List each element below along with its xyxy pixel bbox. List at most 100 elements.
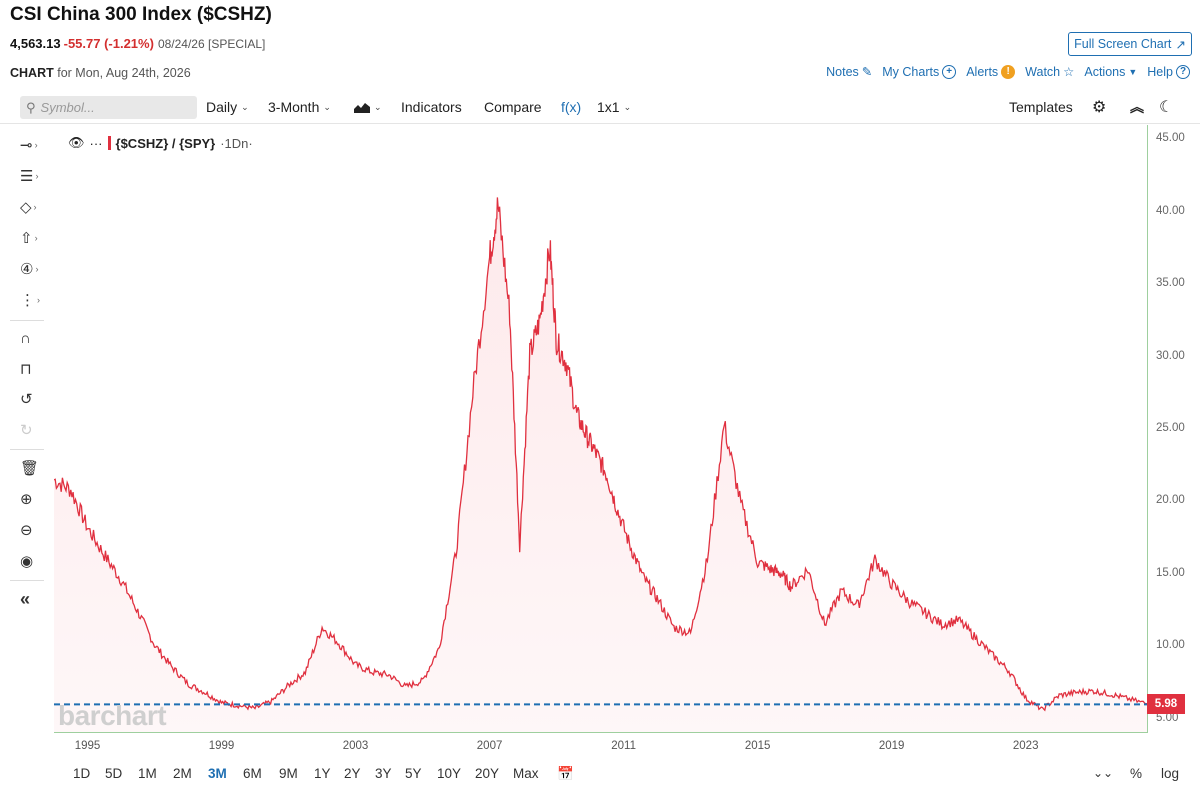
range-button-1d[interactable]: 1D xyxy=(73,766,91,781)
watch-link[interactable]: Watch ☆ xyxy=(1025,64,1074,80)
range-dropdown[interactable]: 3-Month ⌄ xyxy=(268,90,331,124)
x-tick-label: 2015 xyxy=(744,740,771,752)
help-label: Help xyxy=(1147,64,1173,79)
x-tick-label: 2007 xyxy=(476,740,503,752)
page-title: CSI China 300 Index ($CSHZ) xyxy=(10,4,272,25)
alert-icon: ! xyxy=(1001,64,1016,79)
area-chart-icon xyxy=(354,103,370,113)
series-line xyxy=(54,197,1147,712)
indicators-button[interactable]: Indicators xyxy=(401,90,462,124)
edit-icon: ✎ xyxy=(861,65,873,79)
eye-icon[interactable]: 👁 xyxy=(68,135,85,150)
layout-label: 1x1 xyxy=(597,99,620,115)
range-button-6m[interactable]: 6M xyxy=(243,766,262,781)
undo-icon[interactable]: ↺ xyxy=(20,391,33,408)
range-button-9m[interactable]: 9M xyxy=(279,766,298,781)
range-button-3y[interactable]: 3Y xyxy=(375,766,392,781)
measure-tool-icon[interactable]: ⋮ › xyxy=(20,292,40,309)
range-button-3m[interactable]: 3M xyxy=(208,766,227,781)
series-legend: 👁 ··· {$CSHZ} / {SPY} ·1Dn· xyxy=(68,135,253,151)
last-price: 4,563.13 xyxy=(10,36,61,51)
range-button-max[interactable]: Max xyxy=(513,766,539,781)
layout-dropdown[interactable]: 1x1 ⌄ xyxy=(597,90,631,124)
range-label: 3-Month xyxy=(268,99,320,115)
chart-for-text: for Mon, Aug 24th, 2026 xyxy=(57,66,191,80)
plus-icon: + xyxy=(942,64,957,79)
eye-icon[interactable]: ◉ xyxy=(20,553,34,570)
range-button-5d[interactable]: 5D xyxy=(105,766,123,781)
actions-label: Actions xyxy=(1084,64,1126,79)
scroll-down-chevrons-icon[interactable]: ⌄⌄ xyxy=(1093,766,1114,780)
price-chart xyxy=(54,197,1147,732)
y-tick-label: 25.00 xyxy=(1156,422,1185,434)
range-button-1m[interactable]: 1M xyxy=(138,766,157,781)
question-icon: ? xyxy=(1176,64,1190,79)
quote-summary: 4,563.13 -55.77 (-1.21%) 08/24/26 [SPECIAL… xyxy=(10,36,265,51)
alerts-link[interactable]: Alerts! xyxy=(966,64,1016,79)
range-selector-bar: 1D 5D 1M 2M 3M 6M 9M 1Y 2Y 3Y 5Y 10Y 20Y Max 📅 ⌄⌄ % l… xyxy=(0,760,1200,790)
chevron-down-icon: ⌄ xyxy=(623,101,632,112)
redo-icon[interactable]: ↻ xyxy=(20,422,33,439)
chart-toolbar: ⚲ Symbol... Daily ⌄ 3-Month ⌄ ⌄ Indicators… xyxy=(0,90,1200,124)
notes-link[interactable]: Notes ✎ xyxy=(826,64,873,80)
trash-icon[interactable]: 🗑 xyxy=(20,460,40,477)
x-tick-label: 2023 xyxy=(1012,740,1039,752)
watch-label: Watch xyxy=(1025,64,1061,79)
arrow-up-tool-icon[interactable]: ⇧ › xyxy=(20,230,38,247)
chevron-down-icon: ⌄ xyxy=(241,101,249,112)
line-tool-icon[interactable]: ⊸ › xyxy=(20,137,38,154)
chevron-down-icon: ⌄ xyxy=(323,101,331,112)
drawing-toolbar: ⊸ › ☰ › ◇ › ⇧ › ④ › ⋮ › ∩ ⊓ ↺ ↻ 🗑 ⊕ ⊖ ◉ « xyxy=(0,128,48,609)
symbol-placeholder: Symbol... xyxy=(40,100,95,115)
series-period: ·1Dn· xyxy=(220,135,253,151)
zoom-in-icon[interactable]: ⊕ xyxy=(20,491,33,508)
full-screen-chart-button[interactable]: Full Screen Chart ↗ xyxy=(1068,32,1192,56)
x-tick-label: 2003 xyxy=(342,740,369,752)
percent-toggle[interactable]: % xyxy=(1130,766,1143,781)
y-tick-label: 10.00 xyxy=(1156,639,1185,652)
collapse-left-icon[interactable]: « xyxy=(20,588,31,609)
barchart-logo: barchart xyxy=(58,700,167,731)
range-button-2y[interactable]: 2Y xyxy=(344,766,361,781)
settings-gear-icon[interactable]: ⚙ xyxy=(1092,99,1107,116)
range-button-10y[interactable]: 10Y xyxy=(437,766,462,781)
chart-plot-area[interactable] xyxy=(54,125,1148,733)
full-screen-label: Full Screen Chart xyxy=(1074,37,1172,51)
symbol-search-input[interactable]: ⚲ Symbol... xyxy=(20,96,197,119)
unlock-icon[interactable]: ⊓ xyxy=(20,361,32,378)
y-tick-label: 40.00 xyxy=(1156,204,1185,217)
log-toggle[interactable]: log xyxy=(1161,766,1180,781)
my-charts-link[interactable]: My Charts + xyxy=(882,64,957,79)
numbered-marker-icon[interactable]: ④ › xyxy=(20,261,39,278)
range-button-20y[interactable]: 20Y xyxy=(475,766,500,781)
zoom-out-icon[interactable]: ⊖ xyxy=(20,522,33,539)
x-tick-label: 2011 xyxy=(611,740,636,752)
range-button-5y[interactable]: 5Y xyxy=(405,766,422,781)
calendar-icon[interactable]: 📅 xyxy=(557,766,574,781)
range-button-1y[interactable]: 1Y xyxy=(314,766,331,781)
function-label: f(x) xyxy=(561,99,582,115)
y-tick-label: 45.00 xyxy=(1156,132,1185,145)
my-charts-label: My Charts xyxy=(882,64,940,79)
compare-button[interactable]: Compare xyxy=(484,90,542,124)
magnet-icon[interactable]: ∩ xyxy=(20,329,31,347)
fib-tool-icon[interactable]: ☰ › xyxy=(20,168,39,185)
x-tick-label: 2019 xyxy=(878,740,905,752)
last-value-badge: 5.98 xyxy=(1147,694,1185,715)
price-change: -55.77 (-1.21%) xyxy=(63,36,154,51)
shape-tool-icon[interactable]: ◇ › xyxy=(20,199,37,216)
series-color-swatch xyxy=(107,136,111,150)
series-name: {$CSHZ} / {SPY} xyxy=(115,135,216,151)
actions-menu[interactable]: Actions ▼ xyxy=(1084,65,1137,79)
compare-label: Compare xyxy=(484,99,542,115)
dark-mode-moon-icon[interactable]: ☾ xyxy=(1159,99,1174,116)
function-button[interactable]: f(x) xyxy=(561,90,581,124)
templates-button[interactable]: Templates xyxy=(1009,90,1073,124)
range-button-2m[interactable]: 2M xyxy=(173,766,192,781)
interval-dropdown[interactable]: Daily ⌄ xyxy=(206,90,249,124)
chart-type-dropdown[interactable]: ⌄ xyxy=(354,90,382,124)
more-options-icon[interactable]: ··· xyxy=(89,135,103,151)
alerts-label: Alerts xyxy=(966,64,999,79)
help-link[interactable]: Help? xyxy=(1147,64,1190,79)
collapse-chevrons-icon[interactable]: ︽ xyxy=(1130,99,1144,115)
